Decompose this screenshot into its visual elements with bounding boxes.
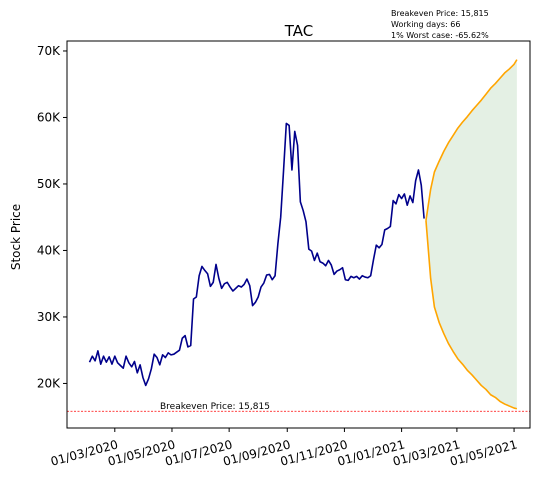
info-worst-case: 1% Worst case: -65.62% — [391, 31, 489, 40]
plot-frame — [66, 40, 531, 429]
y-tick-label: 50K — [37, 177, 61, 191]
y-axis-label: Stock Price — [9, 204, 23, 270]
y-tick-label: 20K — [37, 376, 61, 390]
info-breakeven-price: Breakeven Price: 15,815 — [391, 9, 489, 18]
info-working-days: Working days: 66 — [391, 20, 461, 29]
price-history-line — [88, 122, 425, 387]
chart-title: TAC — [284, 22, 313, 40]
forecast-band — [425, 59, 517, 409]
forecast-lower-line — [425, 220, 518, 410]
y-tick-label: 30K — [37, 310, 61, 324]
y-tick-label: 60K — [37, 110, 61, 124]
forecast-upper-line — [425, 59, 518, 221]
breakeven-label: Breakeven Price: 15,815 — [160, 402, 270, 412]
y-tick-label: 70K — [37, 44, 61, 58]
y-tick-label: 40K — [37, 243, 61, 257]
